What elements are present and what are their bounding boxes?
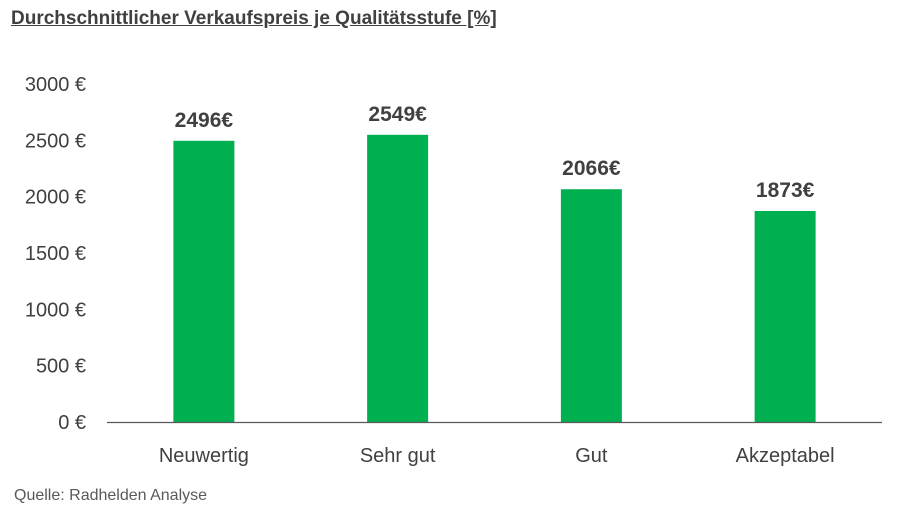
- category-label: Sehr gut: [360, 445, 436, 467]
- chart-title: Durchschnittlicher Verkaufspreis je Qual…: [11, 8, 497, 29]
- bar: [560, 189, 622, 422]
- data-label: 2496€: [175, 109, 234, 132]
- y-tick-label: 0 €: [58, 412, 86, 434]
- y-tick-label: 2000 €: [25, 187, 86, 209]
- data-label: 2066€: [562, 157, 621, 180]
- bar: [754, 210, 816, 422]
- category-labels: Neuwertig Sehr gut Gut Akzeptabel: [159, 445, 835, 467]
- y-tick-label: 500 €: [36, 356, 86, 378]
- category-label: Akzeptabel: [736, 445, 835, 467]
- y-tick-label: 2500 €: [25, 130, 86, 152]
- data-label: 2549€: [368, 103, 427, 126]
- bars: [173, 134, 816, 422]
- bar: [367, 134, 429, 422]
- source-note: Quelle: Radhelden Analyse: [14, 487, 208, 504]
- data-label: 1873€: [756, 179, 815, 202]
- y-tick-label: 1500 €: [25, 243, 86, 265]
- category-label: Gut: [575, 445, 608, 467]
- y-tick-label: 3000 €: [25, 74, 86, 96]
- y-tick-label: 1000 €: [25, 299, 86, 321]
- category-label: Neuwertig: [159, 445, 249, 467]
- bar: [173, 140, 235, 422]
- y-axis-ticks: 0 € 500 € 1000 € 1500 € 2000 € 2500 € 3000 €: [25, 74, 86, 434]
- data-labels: 2496€ 2549€ 2066€ 1873€: [175, 103, 815, 202]
